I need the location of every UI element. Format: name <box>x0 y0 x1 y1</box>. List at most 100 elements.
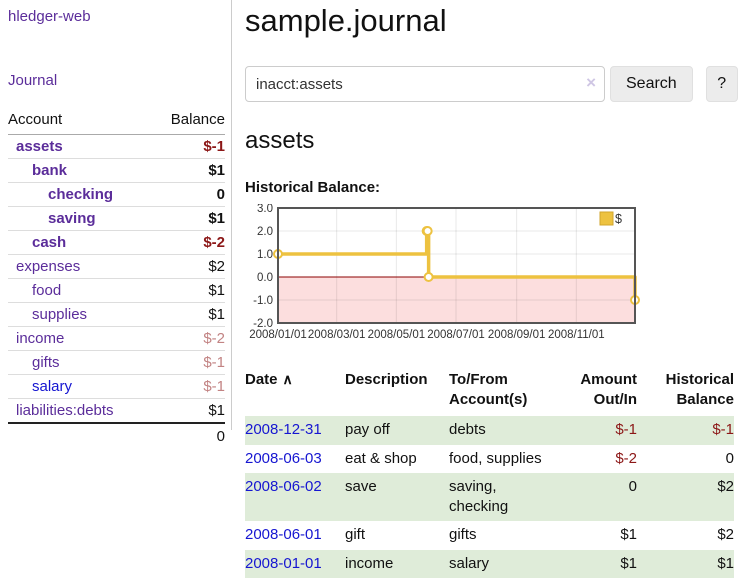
transaction-date-link[interactable]: 2008-06-02 <box>245 477 322 495</box>
accounts-rows: assets $-1 bank $1 checking 0 saving $1 cash $-2 e… <box>8 135 225 422</box>
account-balance: $-1 <box>203 138 225 155</box>
y-tick-label: -1.0 <box>253 295 273 307</box>
transaction-date-link[interactable]: 2008-01-01 <box>245 554 322 572</box>
sidebar-account-link[interactable]: supplies <box>32 306 88 323</box>
account-balance: $-2 <box>203 330 225 347</box>
transaction-description: eat & shop <box>345 449 417 467</box>
balance-chart: $3.0 2.0 1.0 0.0 -1.0 -2.0 2008/01/01 2008/03/0… <box>245 204 740 346</box>
account-balance: $-1 <box>203 354 225 371</box>
x-tick-label: 2008/09/01 <box>488 329 546 341</box>
transaction-balance: $2 <box>637 472 734 522</box>
sidebar-item-journal[interactable]: Journal <box>8 72 58 89</box>
x-tick-label: 2008/01/01 <box>249 329 307 341</box>
transaction-balance: $2 <box>717 526 734 544</box>
transaction-description: pay off <box>345 416 449 445</box>
sidebar-account-link[interactable]: cash <box>32 234 67 251</box>
search-box: × <box>245 66 605 103</box>
account-heading: assets <box>245 127 315 155</box>
chart-border <box>277 206 636 324</box>
y-tick-label: 2.0 <box>257 226 273 238</box>
account-row: bank $1 <box>8 159 225 183</box>
accounts-table-header: Account Balance <box>8 109 225 135</box>
chart-title: Historical Balance: <box>245 178 381 196</box>
search-bar: × Search ? <box>245 66 740 103</box>
y-tick-label: 0.0 <box>257 272 273 284</box>
account-row: income $-2 <box>8 327 225 351</box>
transaction-accounts: food, supplies <box>449 449 542 467</box>
transaction-amount: 0 <box>561 472 637 522</box>
transaction-accounts: debts <box>449 416 561 445</box>
register-header-date[interactable]: Date ∧ <box>245 370 293 388</box>
account-balance: $2 <box>208 258 225 275</box>
account-balance: $-1 <box>203 378 225 395</box>
account-balance: 0 <box>216 186 225 203</box>
main-content: sample.journal × Search ? assets Histori… <box>232 0 742 578</box>
sidebar-account-link[interactable]: checking <box>48 186 114 203</box>
transaction-accounts: salary <box>449 549 561 578</box>
sidebar-account-link[interactable]: bank <box>32 162 68 179</box>
account-row: checking 0 <box>8 183 225 207</box>
transaction-description: income <box>345 549 449 578</box>
y-tick-label: 1.0 <box>257 249 273 261</box>
account-row: gifts $-1 <box>8 351 225 375</box>
account-row: saving $1 <box>8 207 225 231</box>
account-row: liabilities:debts $1 <box>8 399 225 422</box>
transaction-balance: $-1 <box>637 416 734 445</box>
register-header-row: Date ∧ Description To/From Account(s) Amo… <box>245 366 734 417</box>
transaction-balance: $1 <box>637 549 734 578</box>
sidebar-account-link[interactable]: expenses <box>16 258 81 275</box>
sidebar-account-link[interactable]: income <box>16 330 65 347</box>
clear-search-icon[interactable]: × <box>586 73 596 93</box>
account-balance: $1 <box>208 306 225 323</box>
account-balance: $1 <box>208 210 225 227</box>
sort-asc-icon: ∧ <box>282 370 293 387</box>
account-row: supplies $1 <box>8 303 225 327</box>
sidebar-account-link[interactable]: assets <box>16 138 63 155</box>
x-tick-label: 2008/07/01 <box>427 329 485 341</box>
account-balance: $1 <box>208 162 225 179</box>
accounts-header-account: Account <box>8 111 63 128</box>
register-row: 2008-12-31 pay off debts $-1 $-1 <box>245 416 734 445</box>
transaction-balance: 0 <box>725 449 734 467</box>
transaction-amount: $1 <box>561 549 637 578</box>
transaction-description: gift <box>345 526 366 544</box>
transaction-date-link[interactable]: 2008-06-03 <box>245 449 322 467</box>
register-header-balance: Historical Balance <box>665 370 734 409</box>
chart-data-point <box>423 271 434 282</box>
transaction-accounts: gifts <box>449 526 477 544</box>
sidebar-nav: Journal <box>8 72 225 90</box>
sidebar-account-link[interactable]: food <box>32 282 62 299</box>
register-row: 2008-06-01 gift gifts $1 $2 <box>245 521 734 549</box>
accounts-table: Account Balance assets $-1 bank $1 checking 0… <box>8 109 225 449</box>
sidebar: hledger-web Journal Account Balance asse… <box>0 0 232 445</box>
x-tick-label: 2008/11/01 <box>548 329 605 341</box>
brand-link[interactable]: hledger-web <box>8 8 91 25</box>
register-header-description: Description <box>345 370 428 388</box>
sidebar-account-link[interactable]: salary <box>32 378 73 395</box>
y-tick-label: 3.0 <box>257 204 273 215</box>
transaction-date-link[interactable]: 2008-06-01 <box>245 526 322 544</box>
account-row: assets $-1 <box>8 135 225 159</box>
help-button[interactable]: ? <box>705 66 738 103</box>
search-input[interactable] <box>245 66 605 103</box>
sidebar-account-link[interactable]: saving <box>48 210 96 227</box>
register-row: 2008-01-01 income salary $1 $1 <box>245 549 734 578</box>
accounts-total: 0 <box>8 422 225 449</box>
register-header-accounts: To/From Account(s) <box>449 370 528 409</box>
chart-negative-region <box>278 276 635 323</box>
accounts-header-balance: Balance <box>170 111 225 128</box>
account-row: expenses $2 <box>8 255 225 279</box>
x-tick-label: 2008/03/01 <box>308 329 366 341</box>
transaction-date-link[interactable]: 2008-12-31 <box>245 421 322 439</box>
search-button[interactable]: Search <box>610 66 693 103</box>
sidebar-account-link[interactable]: gifts <box>32 354 60 371</box>
transaction-amount: $-1 <box>561 416 637 445</box>
legend-swatch <box>599 211 614 226</box>
register-table: Date ∧ Description To/From Account(s) Amo… <box>245 366 734 578</box>
account-row: salary $-1 <box>8 375 225 399</box>
transaction-amount: $1 <box>620 526 637 544</box>
sidebar-account-link[interactable]: liabilities:debts <box>16 402 114 419</box>
transaction-accounts: saving, checking <box>449 472 561 522</box>
